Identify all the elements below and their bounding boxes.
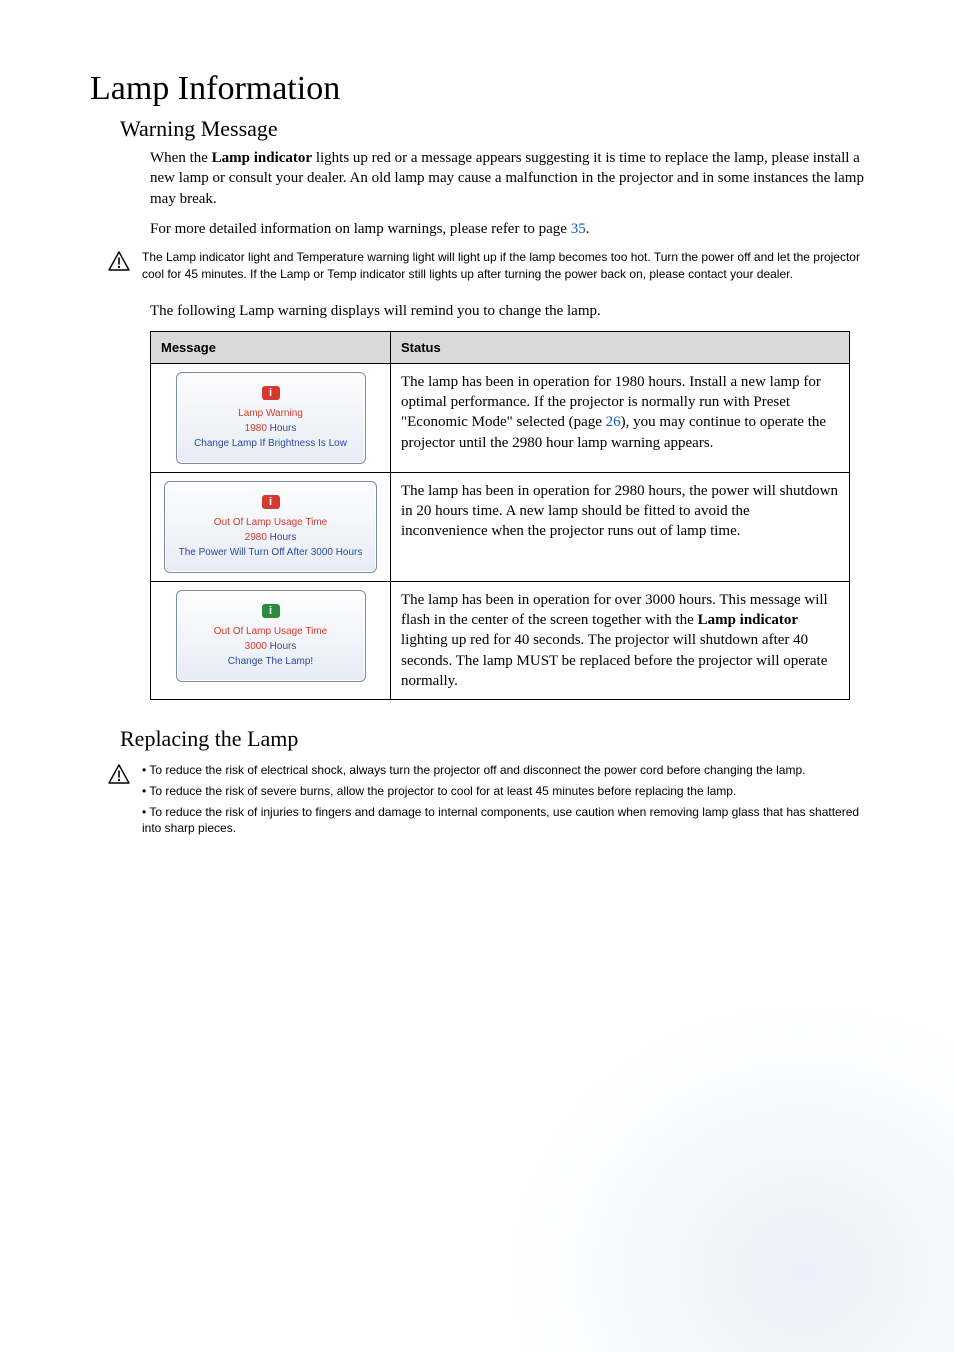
table-intro: The following Lamp warning displays will…: [150, 301, 864, 321]
info-badge-icon: i: [262, 495, 280, 509]
intro-pre: When the: [150, 150, 212, 166]
caution-bullet: • To reduce the risk of injuries to fing…: [142, 804, 864, 838]
panel-line-2: 2980 Hours: [179, 530, 363, 545]
panel-line-3: The Power Will Turn Off After 3000 Hours: [179, 545, 363, 560]
info-badge-icon: i: [262, 604, 280, 618]
warning-panel: iLamp Warning1980 HoursChange Lamp If Br…: [176, 372, 366, 464]
caution-text-1: The Lamp indicator light and Temperature…: [142, 249, 864, 283]
caution-icon: [108, 251, 130, 276]
header-status: Status: [391, 331, 850, 363]
panel-line-2: 3000 Hours: [191, 639, 351, 654]
table-row: iOut Of Lamp Usage Time2980 HoursThe Pow…: [151, 472, 850, 581]
header-message: Message: [151, 331, 391, 363]
status-bold: Lamp indicator: [698, 612, 798, 628]
lamp-warning-table: Message Status iLamp Warning1980 HoursCh…: [150, 331, 850, 700]
page-link-35[interactable]: 35: [571, 221, 586, 237]
intro-paragraph: When the Lamp indicator lights up red or…: [150, 148, 864, 209]
panel-line-1: Lamp Warning: [191, 406, 351, 421]
caution-text-2: • To reduce the risk of electrical shock…: [142, 762, 864, 841]
panel-line-2: 1980 Hours: [191, 421, 351, 436]
panel-line-3: Change Lamp If Brightness Is Low: [191, 436, 351, 451]
caution-bullet: • To reduce the risk of severe burns, al…: [142, 783, 864, 800]
caution-bullet: • To reduce the risk of electrical shock…: [142, 762, 864, 779]
hours-label: Hours: [267, 641, 296, 652]
detail-ref-paragraph: For more detailed information on lamp wa…: [150, 219, 864, 239]
hours-value: 1980: [245, 423, 267, 434]
info-badge-icon: i: [262, 386, 280, 400]
caution-block-2: • To reduce the risk of electrical shock…: [108, 762, 864, 841]
hours-value: 3000: [245, 641, 267, 652]
intro-bold: Lamp indicator: [212, 150, 312, 166]
message-cell: iLamp Warning1980 HoursChange Lamp If Br…: [151, 363, 391, 472]
page-link[interactable]: 26: [606, 414, 621, 430]
table-header-row: Message Status: [151, 331, 850, 363]
section-heading-warning: Warning Message: [120, 116, 864, 142]
message-cell: iOut Of Lamp Usage Time2980 HoursThe Pow…: [151, 472, 391, 581]
hours-label: Hours: [267, 423, 296, 434]
message-cell: iOut Of Lamp Usage Time3000 HoursChange …: [151, 581, 391, 699]
hours-label: Hours: [267, 532, 296, 543]
table-row: iOut Of Lamp Usage Time3000 HoursChange …: [151, 581, 850, 699]
status-cell: The lamp has been in operation for 2980 …: [391, 472, 850, 581]
hours-value: 2980: [245, 532, 267, 543]
status-cell: The lamp has been in operation for over …: [391, 581, 850, 699]
warning-panel: iOut Of Lamp Usage Time2980 HoursThe Pow…: [164, 481, 378, 573]
panel-line-1: Out Of Lamp Usage Time: [191, 624, 351, 639]
warning-panel: iOut Of Lamp Usage Time3000 HoursChange …: [176, 590, 366, 682]
panel-line-3: Change The Lamp!: [191, 654, 351, 669]
table-row: iLamp Warning1980 HoursChange Lamp If Br…: [151, 363, 850, 472]
detail-ref-end: .: [586, 221, 590, 237]
page-title: Lamp Information: [90, 70, 864, 108]
panel-line-1: Out Of Lamp Usage Time: [179, 515, 363, 530]
detail-ref-pre: For more detailed information on lamp wa…: [150, 221, 571, 237]
caution-block-1: The Lamp indicator light and Temperature…: [108, 249, 864, 283]
caution-icon: [108, 764, 130, 789]
section-heading-replacing: Replacing the Lamp: [120, 726, 864, 752]
status-cell: The lamp has been in operation for 1980 …: [391, 363, 850, 472]
background-glow: [454, 952, 954, 1352]
status-text: lighting up red for 40 seconds. The proj…: [401, 632, 827, 689]
